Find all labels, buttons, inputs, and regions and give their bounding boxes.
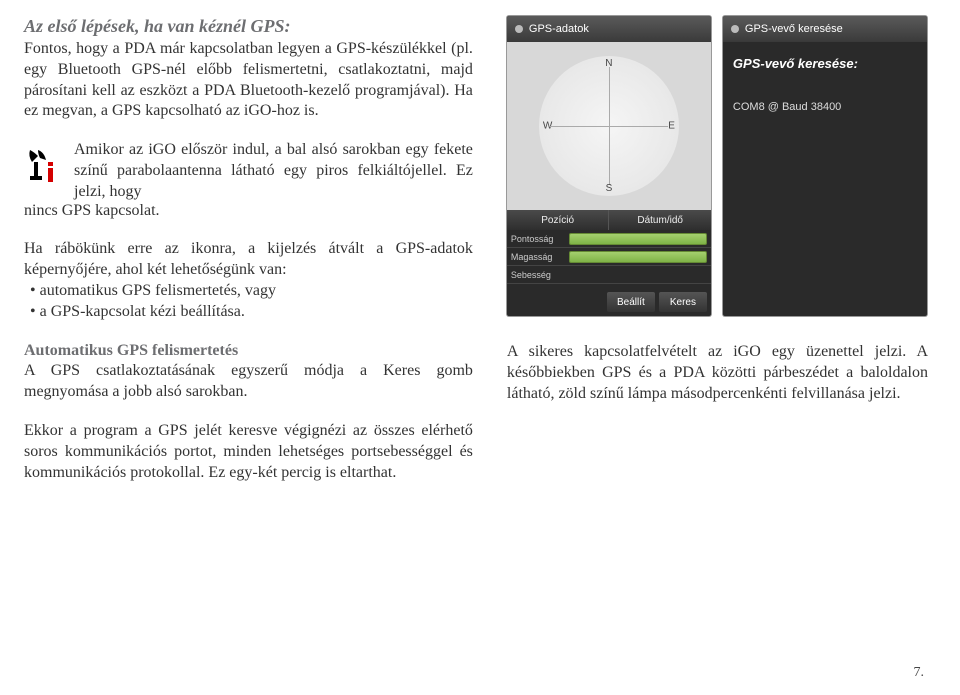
- bar-accuracy: [569, 233, 707, 245]
- screenshots-row: GPS-adatok N S E W Pozíció Dátum/idő Pon…: [507, 16, 928, 316]
- status-dot-icon: [515, 25, 523, 33]
- shot1-buttons: Beállít Keres: [507, 288, 711, 316]
- p4-text: A GPS csatlakoztatásának egyszerű módja …: [24, 362, 473, 400]
- p3-intro: Ha rábökünk erre az ikonra, a kijelzés á…: [24, 240, 473, 278]
- shot1-title: GPS-adatok: [529, 23, 589, 35]
- compass-s: S: [606, 183, 613, 194]
- shot2-header: GPS-vevő keresése: [723, 16, 927, 42]
- shot2-body: GPS-vevő keresése: COM8 @ Baud 38400: [723, 42, 927, 127]
- compass-icon: N S E W: [539, 56, 679, 196]
- icon-paragraph-block: Amikor az iGO először indul, a bal alsó …: [24, 140, 473, 221]
- section-title: Az első lépések, ha van kéznél GPS:: [24, 16, 473, 37]
- page-number: 7.: [914, 665, 925, 681]
- bullet-1: automatikus GPS felismertetés, vagy: [30, 281, 473, 302]
- paragraph-2b: nincs GPS kapcsolat.: [24, 202, 160, 219]
- position-header-row: Pozíció Dátum/idő: [507, 210, 711, 230]
- screenshot-gps-data: GPS-adatok N S E W Pozíció Dátum/idő Pon…: [507, 16, 711, 316]
- screenshot-gps-search: GPS-vevő keresése GPS-vevő keresése: COM…: [723, 16, 927, 316]
- bullet-2: a GPS-kapcsolat kézi beállítása.: [30, 302, 473, 323]
- compass-w: W: [543, 121, 552, 132]
- compass-n: N: [605, 58, 612, 69]
- col-position: Pozíció: [507, 210, 610, 230]
- paragraph-1: Fontos, hogy a PDA már kapcsolatban legy…: [24, 39, 473, 122]
- paragraph-2a: Amikor az iGO először indul, a bal alsó …: [74, 141, 473, 200]
- left-column: Az első lépések, ha van kéznél GPS: Font…: [24, 16, 473, 501]
- right-paragraph: A sikeres kapcsolatfelvételt az iGO egy …: [507, 342, 928, 404]
- compass-area: N S E W: [507, 42, 711, 210]
- shot2-value: COM8 @ Baud 38400: [733, 101, 917, 113]
- shot2-title: GPS-vevő keresése: [745, 23, 843, 35]
- shot2-label: GPS-vevő keresése:: [733, 56, 917, 71]
- row-altitude: Magasság: [507, 252, 565, 262]
- compass-e: E: [668, 121, 675, 132]
- row-speed: Sebesség: [507, 270, 565, 280]
- paragraph-5: Ekkor a program a GPS jelét keresve végi…: [24, 421, 473, 483]
- right-column: GPS-adatok N S E W Pozíció Dátum/idő Pon…: [507, 16, 928, 501]
- row-accuracy: Pontosság: [507, 234, 565, 244]
- data-rows: Pontosság Magasság Sebesség: [507, 230, 711, 284]
- paragraph-4: Automatikus GPS felismertetés A GPS csat…: [24, 341, 473, 403]
- search-button[interactable]: Keres: [659, 292, 707, 312]
- set-button[interactable]: Beállít: [607, 292, 655, 312]
- bar-altitude: [569, 251, 707, 263]
- subtitle-auto: Automatikus GPS felismertetés: [24, 342, 238, 359]
- paragraph-3: Ha rábökünk erre az ikonra, a kijelzés á…: [24, 239, 473, 322]
- status-dot-icon: [731, 25, 739, 33]
- shot1-header: GPS-adatok: [507, 16, 711, 42]
- gps-antenna-icon: [24, 146, 64, 186]
- col-datetime: Dátum/idő: [609, 210, 711, 230]
